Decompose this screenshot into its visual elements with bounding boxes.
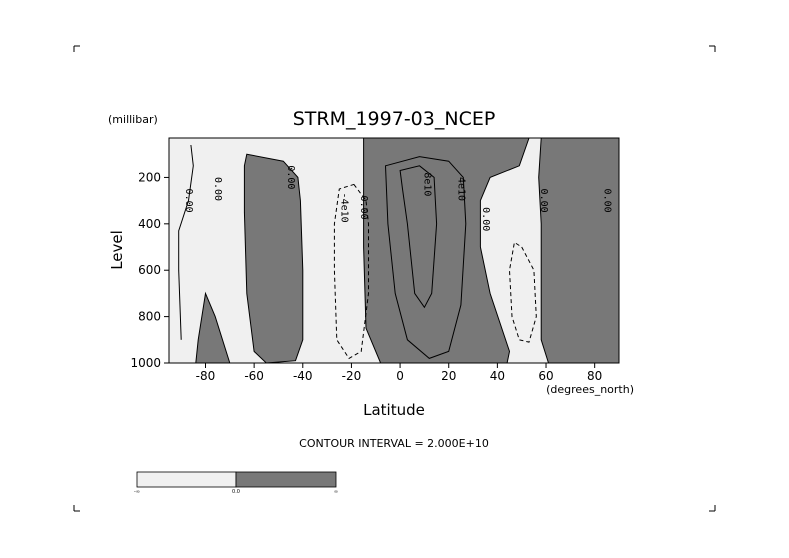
contour-label-6: 4e10	[456, 177, 467, 201]
contour-label-5: 8e10	[421, 172, 432, 196]
x-tick-label: -60	[244, 369, 264, 383]
y-tick-label: 800	[138, 310, 161, 324]
y-tick-label: 400	[138, 217, 161, 231]
x-tick-label: -20	[342, 369, 362, 383]
y-tick-label: 600	[138, 263, 161, 277]
y-tick-label: 200	[138, 170, 161, 184]
x-tick-label: 0	[396, 369, 404, 383]
positive-regions	[195, 137, 620, 364]
x-tick-label: 60	[538, 369, 553, 383]
contour-line-0	[178, 144, 194, 340]
x-tick-label: 80	[587, 369, 602, 383]
contour-labels: 0.00 0.00 0.00 -4e10 0.00 8e10 4e10 0.00 0.00 0.0…	[183, 165, 612, 231]
contour-label-2: 0.00	[285, 165, 296, 189]
x-unit-label: (degrees_north)	[546, 383, 634, 396]
contour-lines	[178, 144, 537, 360]
y-tick-label: 1000	[130, 356, 161, 370]
colorbar: -∞ 0.0 ∞	[134, 471, 338, 495]
contour-line-3	[333, 183, 369, 360]
colorbar-positive-swatch	[235, 471, 337, 488]
positive-region-1	[243, 153, 304, 364]
contour-line-10	[508, 241, 537, 343]
colorbar-negative-swatch	[136, 471, 237, 488]
contour-label-1: 0.00	[212, 177, 223, 201]
crop-marks	[73, 45, 716, 512]
x-axis-ticks: -80 -60 -40 -20 0 20 40 60 80	[196, 363, 602, 383]
contour-label-8: 0.00	[538, 189, 549, 213]
x-tick-label: 20	[441, 369, 456, 383]
plot-area: 0.00 0.00 0.00 -4e10 0.00 8e10 4e10 0.00 0.00 0.0…	[168, 137, 620, 364]
positive-region-3	[538, 137, 620, 364]
y-unit-label: (millibar)	[108, 113, 158, 126]
contour-line-5	[399, 165, 438, 309]
x-tick-label: -80	[196, 369, 216, 383]
colorbar-label-neg-inf: -∞	[134, 489, 140, 495]
x-tick-label: 40	[490, 369, 505, 383]
contour-line-6	[384, 156, 467, 359]
contour-label-7: 0.00	[480, 207, 491, 231]
contour-label-3: -4e10	[339, 193, 350, 223]
chart-title: STRM_1997-03_NCEP	[293, 108, 496, 130]
contour-label-4: 0.00	[358, 196, 369, 220]
contour-interval-text: CONTOUR INTERVAL = 2.000E+10	[299, 437, 489, 450]
contour-label-9: 0.00	[601, 189, 612, 213]
y-axis-title: Level	[108, 230, 126, 270]
y-axis-ticks: 200 400 600 800 1000	[130, 170, 169, 370]
x-tick-label: -40	[293, 369, 313, 383]
x-axis-title: Latitude	[363, 401, 425, 419]
colorbar-label-zero: 0.0	[232, 489, 240, 495]
plot-frame	[168, 137, 620, 364]
contour-label-0: 0.00	[183, 189, 194, 213]
colorbar-label-pos-inf: ∞	[334, 489, 338, 495]
